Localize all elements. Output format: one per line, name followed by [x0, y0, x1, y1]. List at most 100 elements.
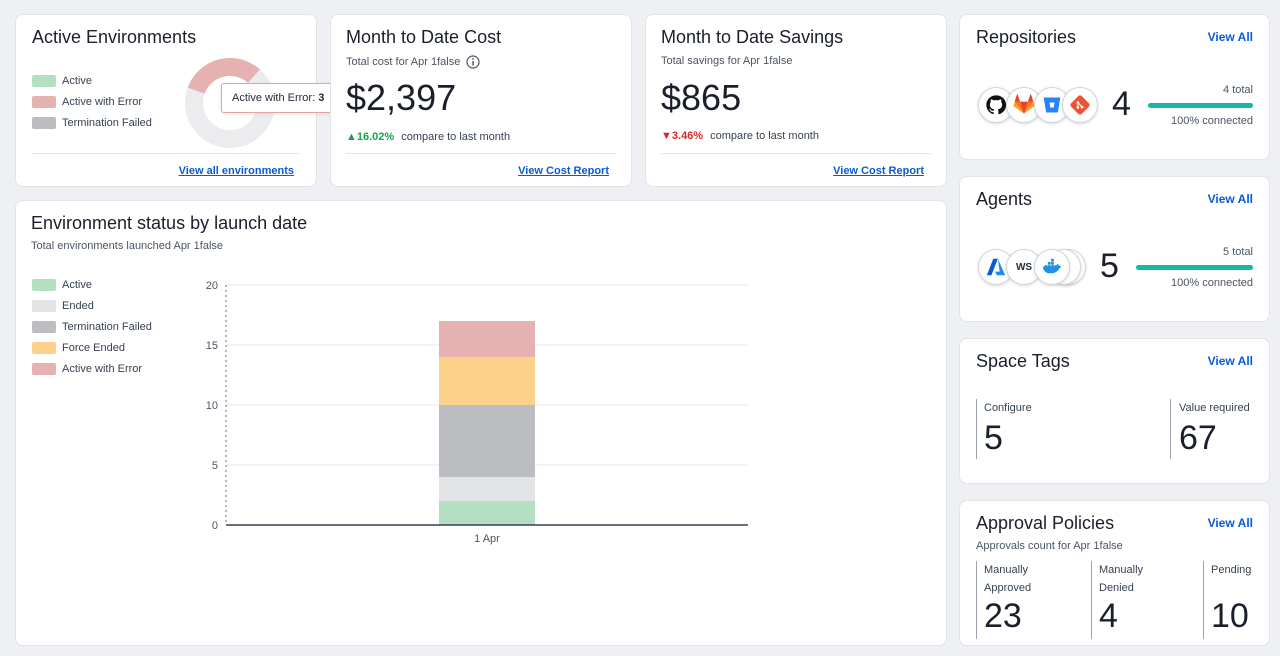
pending-value: 10 [1211, 597, 1249, 635]
manually-approved-label: Manually Approved [984, 561, 1031, 597]
trend-up-icon: ▲ [346, 131, 357, 143]
view-all-agents-link[interactable]: View All [1207, 192, 1253, 206]
legend-swatch [32, 300, 56, 312]
space-tags-card: Space Tags View All Configure 5 Value re… [959, 338, 1270, 484]
repositories-connected: 100% connected [1171, 115, 1253, 127]
agents-connection-progress [1136, 265, 1253, 270]
divider [976, 561, 977, 639]
y-tick-label: 0 [212, 520, 218, 532]
donut-tooltip: Active with Error: 3 [221, 83, 336, 113]
month-to-date-savings-card: Month to Date Savings Total savings for … [645, 14, 947, 187]
legend-label: Termination Failed [62, 117, 152, 129]
manually-denied-value: 4 [1099, 597, 1118, 635]
trend-text: compare to last month [401, 131, 511, 143]
progress-fill [1136, 265, 1253, 270]
y-tick-label: 5 [212, 460, 218, 472]
legend-swatch [32, 96, 56, 108]
repositories-count: 4 [1112, 85, 1131, 123]
legend-swatch [32, 279, 56, 291]
legend-item-active-with-error: Active with Error [32, 363, 142, 375]
view-all-space-tags-link[interactable]: View All [1207, 354, 1253, 368]
view-all-approval-policies-link[interactable]: View All [1207, 516, 1253, 530]
card-title: Space Tags [976, 351, 1070, 371]
legend-label: Force Ended [62, 342, 125, 354]
legend-item-force-ended: Force Ended [32, 342, 125, 354]
card-subtitle: Total cost for Apr 1false [346, 55, 480, 69]
environment-status-bar-chart: 0 5 10 15 20 1 Apr [206, 280, 748, 545]
x-tick-label: 1 Apr [474, 533, 500, 545]
legend-item-active: Active [32, 279, 92, 291]
view-all-environments-link[interactable]: View all environments [178, 165, 294, 177]
cost-trend: ▲16.02% compare to last month [346, 131, 510, 143]
divider [661, 153, 931, 154]
docker-icon[interactable] [1034, 249, 1070, 285]
legend-label: Ended [62, 300, 94, 312]
environment-status-card: Environment status by launch date Total … [15, 200, 947, 646]
cost-amount: $2,397 [346, 77, 457, 118]
bar-segment-force-ended[interactable] [439, 357, 535, 405]
agents-connected: 100% connected [1171, 277, 1253, 289]
view-all-repositories-link[interactable]: View All [1207, 30, 1253, 44]
active-environments-card: Active Environments Active Active with E… [15, 14, 336, 187]
card-title: Active Environments [32, 27, 197, 47]
legend-swatch [32, 321, 56, 333]
y-tick-label: 10 [206, 400, 218, 412]
gitlab-icon[interactable] [1006, 87, 1042, 123]
savings-amount: $865 [661, 77, 742, 118]
pending-label: Pending [1211, 564, 1252, 576]
bar-segment-active-with-error[interactable] [439, 321, 535, 357]
legend-swatch [32, 342, 56, 354]
value-required-label: Value required [1179, 402, 1250, 414]
agents-card: Agents View All WS 5 5 total 100% connec… [959, 176, 1270, 322]
legend-label: Termination Failed [62, 321, 152, 333]
repositories-total: 4 total [1223, 84, 1253, 96]
label-line: Manually [984, 564, 1029, 576]
card-title: Month to Date Savings [661, 27, 844, 47]
legend-item-termination-failed: Termination Failed [32, 117, 152, 129]
trend-value: 3.46% [671, 130, 704, 142]
divider [1203, 561, 1204, 639]
manually-denied-label: Manually Denied [1099, 561, 1143, 597]
legend-label: Active with Error [62, 96, 143, 108]
legend-swatch [32, 363, 56, 375]
configure-value: 5 [984, 419, 1003, 457]
tooltip-label: Active with Error: [232, 92, 316, 104]
info-icon[interactable] [466, 55, 480, 69]
bar-segment-active[interactable] [439, 501, 535, 525]
legend-label: Active [62, 75, 92, 87]
git-icon[interactable] [1062, 87, 1098, 123]
card-subtitle: Total environments launched Apr 1false [31, 240, 224, 252]
card-title: Agents [976, 189, 1033, 209]
label-line: Denied [1099, 582, 1134, 594]
card-title: Environment status by launch date [31, 213, 308, 233]
legend-swatch [32, 117, 56, 129]
legend-label: Active with Error [62, 363, 143, 375]
card-subtitle: Approvals count for Apr 1false [976, 540, 1123, 552]
bar-segment-ended[interactable] [439, 477, 535, 501]
value-required-value: 67 [1179, 419, 1217, 457]
subtitle-text: Total cost for Apr 1false [346, 56, 461, 68]
bar-segment-termination-failed[interactable] [439, 405, 535, 477]
progress-fill [1148, 103, 1253, 108]
tooltip-value: 3 [318, 92, 325, 104]
month-to-date-cost-card: Month to Date Cost Total cost for Apr 1f… [330, 14, 632, 187]
view-cost-report-link[interactable]: View Cost Report [518, 165, 609, 177]
view-cost-report-link[interactable]: View Cost Report [833, 165, 924, 177]
aws-text: WS [1015, 261, 1033, 273]
divider [1091, 561, 1092, 639]
label-line: Manually [1099, 564, 1144, 576]
y-tick-label: 20 [206, 280, 218, 292]
label-line: Approved [984, 582, 1032, 594]
legend-item-termination-failed: Termination Failed [32, 321, 152, 333]
divider [1170, 399, 1171, 459]
repositories-connection-progress [1148, 103, 1253, 108]
savings-trend: ▼3.46% compare to last month [661, 130, 819, 142]
trend-down-icon: ▼ [661, 130, 672, 142]
legend-swatch [32, 75, 56, 87]
y-tick-label: 15 [206, 340, 218, 352]
card-title: Repositories [976, 27, 1077, 47]
legend-label: Active [62, 279, 92, 291]
donut-slice-active-with-error[interactable] [184, 57, 276, 149]
legend-item-active-with-error: Active with Error [32, 96, 142, 108]
trend-value: 16.02% [356, 131, 395, 143]
